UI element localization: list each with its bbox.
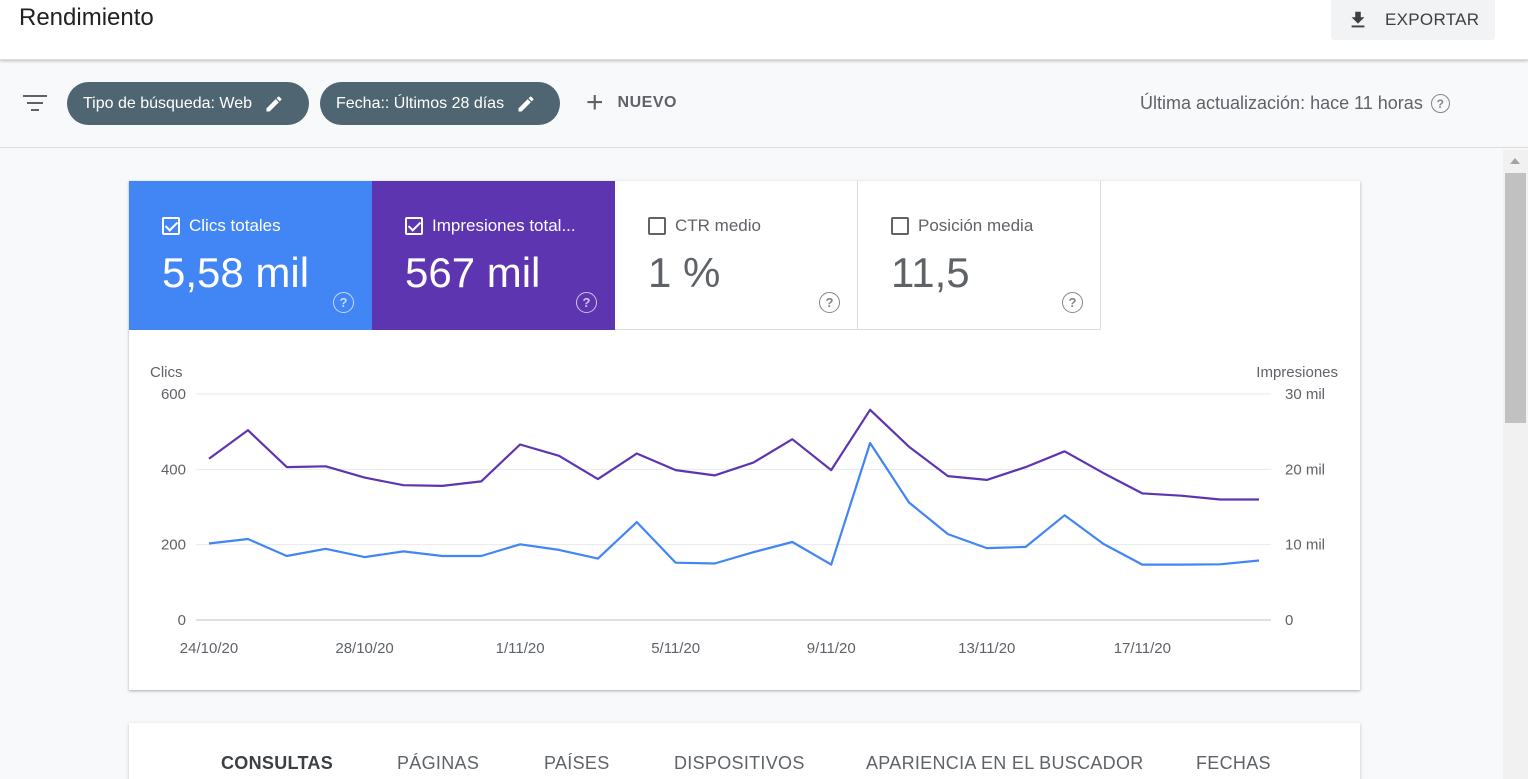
scrollbar-thumb[interactable]	[1505, 173, 1526, 423]
download-icon	[1351, 11, 1365, 28]
scroll-up-arrow-icon[interactable]	[1510, 158, 1520, 164]
performance-chart: Clics Impresiones 600 30 mil 400 20 mil 200 1…	[150, 364, 1338, 657]
tab-pages[interactable]: PÁGINAS	[397, 753, 480, 773]
x-tick-label: 13/11/20	[958, 640, 1015, 657]
x-tick-label: 28/10/20	[335, 640, 393, 657]
date-filter-chip[interactable]: Fecha:: Últimos 28 días	[320, 82, 560, 125]
new-filter-button[interactable]: + NUEVO	[586, 86, 677, 119]
page-title: Rendimiento	[19, 4, 154, 31]
checkbox-checked-icon[interactable]	[162, 217, 180, 235]
y-right-tick-label: 20 mil	[1285, 461, 1325, 478]
tab-search-appearance[interactable]: APARIENCIA EN EL BUSCADOR	[866, 753, 1144, 773]
dimension-tabs: CONSULTAS PÁGINAS PAÍSES DISPOSITIVOS AP…	[129, 723, 1360, 779]
tab-countries[interactable]: PAÍSES	[544, 753, 610, 773]
help-icon[interactable]: ?	[1430, 94, 1450, 113]
metric-label: Impresiones total...	[432, 216, 576, 235]
filter-icon[interactable]	[22, 93, 48, 113]
help-icon[interactable]: ?	[1062, 292, 1083, 313]
new-filter-label: NUEVO	[617, 94, 677, 111]
checkbox-checked-icon[interactable]	[405, 217, 423, 235]
y-right-tick-label: 30 mil	[1285, 386, 1325, 403]
checkbox-unchecked-icon[interactable]	[891, 217, 909, 235]
x-tick-label: 1/11/20	[496, 640, 545, 657]
metric-label: CTR medio	[675, 216, 761, 235]
scrollbar[interactable]	[1503, 150, 1528, 779]
chip-label: Fecha:: Últimos 28 días	[336, 94, 505, 112]
metric-total-impressions[interactable]: Impresiones total... 567 mil ?	[372, 181, 615, 330]
performance-card: Clics totales 5,58 mil ? Impresiones tot…	[129, 181, 1360, 690]
y-right-tick-label: 0	[1285, 612, 1293, 629]
x-tick-label: 9/11/20	[807, 640, 856, 657]
x-tick-label: 5/11/20	[651, 640, 700, 657]
metric-label: Clics totales	[189, 216, 281, 235]
help-icon[interactable]: ?	[576, 292, 597, 313]
help-icon[interactable]: ?	[333, 292, 354, 313]
export-button[interactable]: EXPORTAR	[1331, 0, 1495, 40]
x-tick-label: 24/10/20	[180, 640, 238, 657]
metric-average-ctr[interactable]: CTR medio 1 % ?	[615, 181, 858, 330]
y-left-tick-label: 400	[161, 461, 186, 478]
tab-queries[interactable]: CONSULTAS	[221, 753, 334, 773]
last-update: Última actualización: hace 11 horas ?	[1140, 93, 1450, 114]
top-bar: Rendimiento EXPORTAR	[0, 0, 1528, 60]
help-icon[interactable]: ?	[819, 292, 840, 313]
y-left-tick-label: 600	[161, 386, 186, 403]
filter-bar: Tipo de búsqueda: Web Fecha:: Últimos 28…	[0, 60, 1528, 148]
checkbox-unchecked-icon[interactable]	[648, 217, 666, 235]
metric-value: 567 mil	[405, 249, 541, 296]
chip-label: Tipo de búsqueda: Web	[83, 94, 253, 112]
left-axis-label: Clics	[150, 364, 183, 381]
y-left-tick-label: 200	[161, 537, 186, 554]
metric-total-clicks[interactable]: Clics totales 5,58 mil ?	[129, 181, 372, 330]
tab-dates[interactable]: FECHAS	[1196, 753, 1271, 773]
search-type-filter-chip[interactable]: Tipo de búsqueda: Web	[67, 82, 309, 125]
metric-label: Posición media	[918, 216, 1034, 235]
export-label: EXPORTAR	[1385, 10, 1480, 29]
metric-value: 5,58 mil	[162, 249, 310, 296]
last-update-text: Última actualización: hace 11 horas	[1140, 93, 1423, 113]
metric-average-position[interactable]: Posición media 11,5 ?	[858, 181, 1101, 330]
metric-value: 1 %	[648, 249, 721, 296]
y-left-tick-label: 0	[178, 612, 186, 629]
edit-icon[interactable]	[516, 94, 536, 114]
tab-devices[interactable]: DISPOSITIVOS	[674, 753, 805, 773]
edit-icon[interactable]	[264, 94, 284, 114]
impressions-series-line	[208, 408, 1259, 501]
y-right-tick-label: 10 mil	[1285, 537, 1325, 554]
metric-value: 11,5	[891, 249, 970, 296]
clicks-series-line	[208, 441, 1260, 566]
plus-icon: +	[586, 86, 604, 119]
x-tick-label: 17/11/20	[1114, 640, 1171, 657]
right-axis-label: Impresiones	[1256, 364, 1338, 381]
